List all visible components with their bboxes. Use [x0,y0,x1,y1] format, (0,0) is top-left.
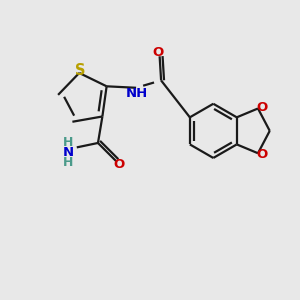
Text: O: O [113,158,124,171]
Text: H: H [63,156,74,169]
Text: N: N [63,146,74,159]
Text: O: O [152,46,164,59]
Text: S: S [76,63,86,78]
Text: NH: NH [125,87,148,100]
Text: O: O [257,148,268,161]
Text: O: O [257,100,268,113]
Text: H: H [63,136,74,149]
